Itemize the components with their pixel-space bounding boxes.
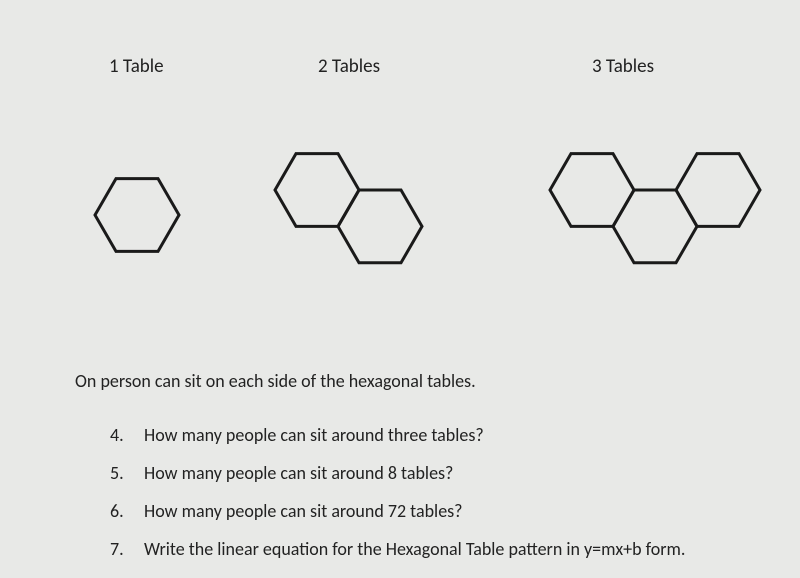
- label-2-tables: 2 Tables: [318, 55, 380, 78]
- question-number: 6.: [110, 500, 130, 522]
- hexagon-figures: [0, 120, 800, 330]
- question-6: 6. How many people can sit around 72 tab…: [110, 500, 790, 522]
- question-text: How many people can sit around 8 tables?: [144, 462, 453, 484]
- intro-text: On person can sit on each side of the he…: [75, 370, 775, 392]
- question-text: Write the linear equation for the Hexago…: [144, 538, 685, 560]
- question-text: How many people can sit around three tab…: [144, 424, 484, 446]
- hexagon-3-tables-icon: [530, 135, 800, 315]
- question-7: 7. Write the linear equation for the Hex…: [110, 538, 790, 560]
- question-5: 5. How many people can sit around 8 tabl…: [110, 462, 790, 484]
- label-1-table: 1 Table: [109, 55, 164, 78]
- questions-list: 4. How many people can sit around three …: [110, 424, 790, 576]
- hexagon-2-tables-icon: [255, 135, 465, 315]
- question-number: 4.: [110, 424, 130, 446]
- question-text: How many people can sit around 72 tables…: [144, 500, 463, 522]
- hexagon-1-table-icon: [82, 160, 192, 270]
- question-4: 4. How many people can sit around three …: [110, 424, 790, 446]
- question-number: 7.: [110, 538, 130, 560]
- worksheet-page: 1 Table 2 Tables 3 Tables: [0, 0, 800, 578]
- question-number: 5.: [110, 462, 130, 484]
- label-3-tables: 3 Tables: [592, 55, 654, 78]
